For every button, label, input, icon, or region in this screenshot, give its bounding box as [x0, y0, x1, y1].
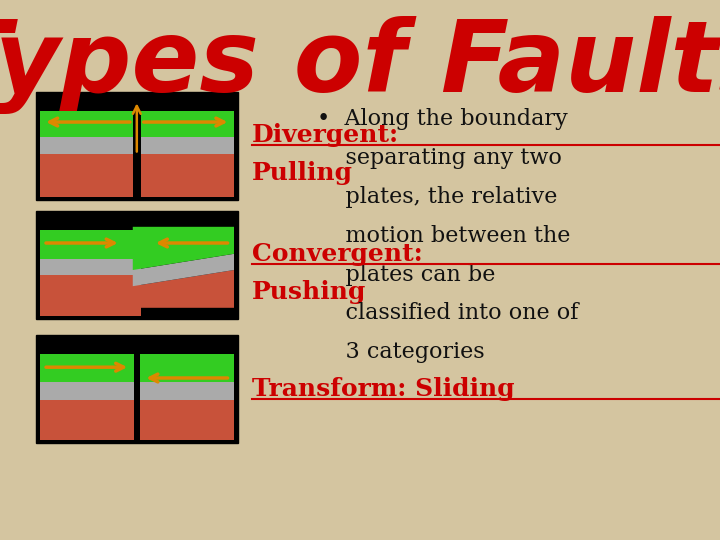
Text: Convergent:: Convergent: [252, 242, 423, 266]
Polygon shape [141, 137, 234, 154]
Polygon shape [141, 111, 234, 137]
Text: 3 categories: 3 categories [317, 341, 485, 363]
Text: Types of Faults: Types of Faults [0, 16, 720, 114]
Text: •  Along the boundary: • Along the boundary [317, 108, 567, 130]
Text: motion between the: motion between the [317, 225, 570, 247]
Text: Divergent:: Divergent: [252, 123, 399, 147]
Bar [36, 211, 238, 319]
Polygon shape [141, 154, 234, 197]
Text: separating any two: separating any two [317, 147, 562, 169]
Text: plates can be: plates can be [317, 264, 495, 286]
Polygon shape [40, 259, 141, 275]
Text: Transform: Sliding: Transform: Sliding [252, 377, 515, 401]
Text: Pulling: Pulling [252, 161, 353, 185]
Polygon shape [40, 382, 134, 400]
Bar [36, 335, 238, 443]
Polygon shape [140, 354, 234, 382]
Polygon shape [40, 275, 141, 316]
Bar [36, 92, 238, 200]
Text: classified into one of: classified into one of [317, 302, 578, 325]
Polygon shape [132, 254, 234, 286]
Polygon shape [140, 400, 234, 440]
Polygon shape [40, 137, 132, 154]
Polygon shape [40, 400, 134, 440]
Polygon shape [40, 154, 132, 197]
Polygon shape [40, 111, 132, 137]
Polygon shape [132, 227, 234, 270]
Text: Pushing: Pushing [252, 280, 366, 303]
Polygon shape [132, 270, 234, 308]
Polygon shape [40, 354, 134, 382]
Polygon shape [140, 382, 234, 400]
Polygon shape [40, 230, 141, 259]
Text: plates, the relative: plates, the relative [317, 186, 557, 208]
